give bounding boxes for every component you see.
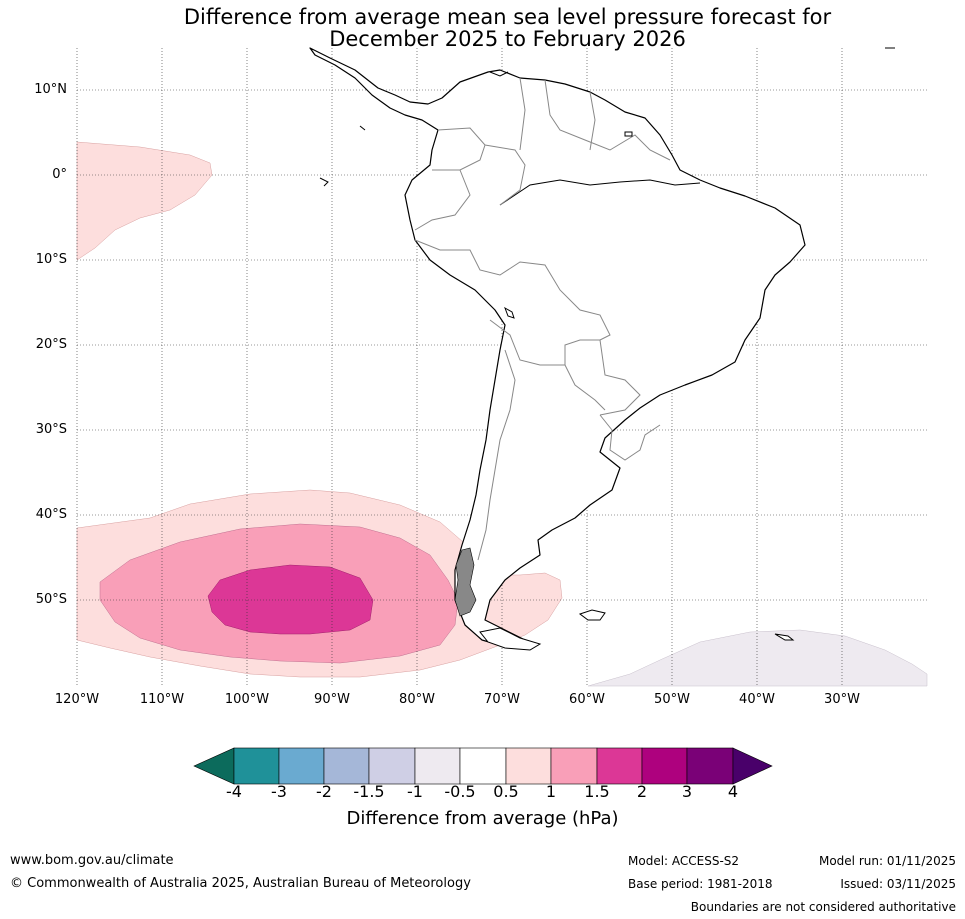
chile-fjords: [454, 547, 477, 617]
colorbar-bin-pos-1-1-5: [550, 747, 598, 785]
website-link[interactable]: www.bom.gov.au/climate: [10, 853, 174, 868]
lon-label-70w: 70°W: [484, 692, 520, 707]
lake-titicaca: [504, 306, 515, 319]
colorbar-bin-pos-3-4: [686, 747, 734, 785]
colorbar-bin-pos-1-5-2: [596, 747, 643, 785]
lat-label-0: 0°: [52, 167, 67, 182]
colorbar-tick-label: -4: [226, 782, 242, 801]
falkland-islands: [578, 609, 606, 621]
colorbar-bin-neg-1-0-5: [414, 747, 461, 785]
colorbar-bin-neg-3-2: [278, 747, 325, 785]
amazon-river: [499, 179, 701, 206]
colorbar-tick-label: 1.5: [584, 782, 610, 801]
lat-label-40s: 40°S: [35, 507, 67, 522]
lon-label-30w: 30°W: [824, 692, 860, 707]
model-name: Model: ACCESS-S2: [628, 854, 740, 868]
colorbar-bin-neg-2-1-5: [323, 747, 370, 785]
lon-label-120w: 120°W: [54, 692, 100, 707]
colorbar-tick-label: -1.5: [353, 782, 385, 801]
lon-label-110w: 110°W: [139, 692, 185, 707]
anomaly-fills: [76, 141, 928, 687]
tierra-del-fuego: [479, 627, 542, 651]
lat-label-20s: 20°S: [35, 337, 67, 352]
colorbar-tick-label: 2: [636, 782, 648, 801]
lon-label-90w: 90°W: [314, 692, 350, 707]
colorbar-bin-pos-2-3: [641, 747, 688, 785]
title-line-2: December 2025 to February 2026: [329, 27, 686, 51]
lon-label-50w: 50°W: [654, 692, 690, 707]
colorbar-tick-label: 1: [545, 782, 557, 801]
colorbar-tick-label: 0.5: [493, 782, 519, 801]
lat-label-50s: 50°S: [35, 592, 67, 607]
colorbar-tick-label: -0.5: [444, 782, 476, 801]
copyright-notice: © Commonwealth of Australia 2025, Austra…: [10, 876, 471, 891]
colorbar-tick-label: 4: [727, 782, 739, 801]
colorbar-tick-label: -2: [316, 782, 332, 801]
national-borders: [414, 77, 671, 561]
base-period: Base period: 1981-2018: [628, 877, 773, 891]
lon-label-80w: 80°W: [399, 692, 435, 707]
anomaly-region-neg-1-0-5: [587, 629, 928, 687]
south-georgia: [774, 633, 795, 641]
lon-label-40w: 40°W: [739, 692, 775, 707]
title-line-1: Difference from average mean sea level p…: [183, 5, 832, 29]
colorbar-tick-label: 3: [681, 782, 693, 801]
lon-label-100w: 100°W: [224, 692, 270, 707]
map-title: Difference from average mean sea level p…: [0, 6, 965, 50]
colorbar-tick-label: -3: [271, 782, 287, 801]
colorbar-extend-max: [732, 747, 773, 785]
lon-label-60w: 60°W: [569, 692, 605, 707]
coastline-outline: [309, 47, 806, 649]
lat-label-10s: 10°S: [35, 252, 67, 267]
colorbar-tick-label: -1: [407, 782, 423, 801]
colorbar-title: Difference from average (hPa): [346, 808, 619, 829]
boundaries-disclaimer: Boundaries are not considered authoritat…: [690, 900, 956, 914]
south-america-landmass: [309, 47, 806, 651]
anomaly-region-pos-0-5-1-north: [76, 141, 213, 261]
colorbar-bin-neg-1-5-1: [368, 747, 416, 785]
colorbar-bin-neutral: [459, 747, 507, 785]
colorbar: [193, 747, 773, 785]
colorbar-bin-neg-4-3: [233, 747, 280, 785]
colorbar-extend-min: [193, 747, 235, 785]
caribbean-islands: [319, 47, 895, 187]
colorbar-bin-pos-0-5-1: [505, 747, 552, 785]
model-run-date: Model run: 01/11/2025: [818, 854, 956, 868]
lat-label-10n: 10°N: [34, 82, 67, 97]
issued-date: Issued: 03/11/2025: [840, 877, 956, 891]
lat-label-30s: 30°S: [35, 422, 67, 437]
